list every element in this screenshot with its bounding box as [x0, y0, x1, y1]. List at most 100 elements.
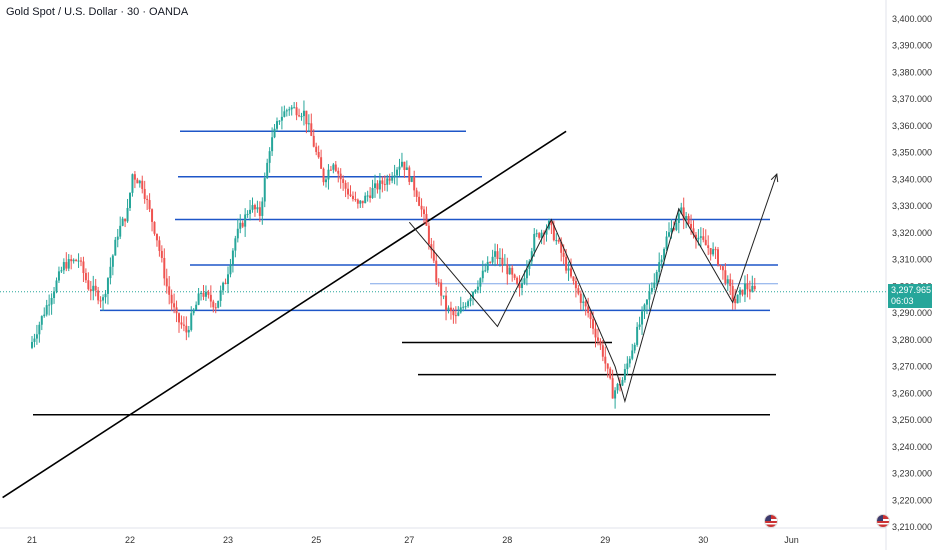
candle-body [503, 264, 506, 266]
candle-body [432, 250, 435, 261]
candle-body [342, 179, 345, 183]
candle-body [209, 294, 212, 302]
candle-body [190, 313, 193, 330]
candle-body [545, 228, 548, 235]
candle-body [214, 307, 217, 309]
candle-body [694, 234, 697, 240]
candle-body [442, 295, 445, 297]
candle-body [256, 207, 259, 210]
last-price-badge[interactable]: 3,297.965 06:03 [888, 284, 932, 308]
candle-body [665, 236, 668, 249]
candle-body [302, 110, 305, 117]
candle-body [631, 350, 634, 359]
candle-body [474, 289, 477, 293]
y-tick-label: 3,360.000 [892, 121, 932, 131]
candle-body [729, 279, 732, 287]
candle-body [361, 200, 364, 204]
x-tick-label: 23 [223, 535, 233, 545]
candle-body [685, 216, 688, 220]
candle-body [496, 251, 499, 259]
candle-body [148, 200, 151, 210]
candle-body [106, 278, 109, 294]
candle-body [521, 283, 523, 289]
candle-body [587, 306, 590, 314]
candle-body [476, 286, 479, 290]
candle-body [349, 194, 352, 196]
candle-body [138, 180, 141, 184]
candle-body [268, 151, 271, 163]
candle-body [692, 228, 695, 235]
candle-body [494, 251, 497, 257]
candle-body [332, 164, 335, 170]
candle-body [633, 344, 636, 351]
candle-body [280, 116, 283, 121]
y-tick-label: 3,270.000 [892, 362, 932, 372]
candle-body [290, 107, 293, 110]
candle-body [660, 259, 663, 263]
candle-body [344, 182, 347, 189]
candle-body [506, 264, 509, 275]
candle-body [604, 356, 607, 364]
y-tick-label: 3,330.000 [892, 201, 932, 211]
candle-body [557, 240, 560, 242]
candle-body [489, 261, 492, 263]
candle-body [457, 312, 460, 316]
candle-body [126, 207, 129, 222]
candle-body [721, 266, 724, 271]
candle-body [501, 257, 504, 265]
candle-body [244, 214, 247, 227]
candle-body [410, 176, 413, 182]
candle-body [658, 262, 661, 272]
candle-body [104, 293, 107, 298]
candle-body [486, 261, 489, 271]
candle-body [670, 227, 673, 233]
candle-body [364, 195, 367, 204]
candle-body [672, 227, 675, 230]
candle-body [712, 249, 715, 255]
candle-body [454, 315, 457, 317]
candle-body [702, 236, 705, 240]
candle-body [227, 274, 229, 284]
candle-body [329, 169, 332, 171]
candle-body [114, 239, 117, 256]
us-flag-icon[interactable] [764, 514, 778, 528]
candle-body [374, 183, 376, 188]
candle-body [312, 135, 315, 147]
candle-body [668, 232, 670, 237]
candle-body [310, 123, 313, 136]
candle-body [38, 324, 41, 335]
y-tick-label: 3,310.000 [892, 255, 932, 265]
candle-body [317, 151, 320, 158]
x-tick-label: 25 [311, 535, 321, 545]
candle-body [204, 291, 207, 297]
candle-body [655, 271, 658, 283]
candle-body [567, 268, 570, 271]
candle-body [131, 174, 134, 193]
candle-body [57, 271, 60, 281]
candle-body [48, 304, 51, 306]
candle-body [699, 236, 702, 238]
candle-body [736, 294, 739, 304]
candle-body [170, 294, 173, 304]
candle-body [753, 285, 756, 290]
candle-body [645, 299, 648, 305]
candle-body [596, 337, 599, 341]
candle-body [579, 293, 582, 303]
candle-body [690, 223, 693, 229]
candle-body [724, 270, 727, 284]
candle-body [283, 111, 286, 117]
candle-body [398, 166, 401, 170]
candle-body [180, 322, 183, 325]
us-flag-icon[interactable] [876, 514, 890, 528]
candle-body [498, 257, 501, 259]
x-tick-label: Jun [784, 535, 799, 545]
candle-body [518, 283, 521, 289]
candle-body [682, 207, 685, 220]
candle-body [648, 292, 651, 300]
candle-body [295, 107, 298, 116]
candle-body [202, 292, 205, 297]
candle-body [62, 262, 65, 271]
y-tick-label: 3,400.000 [892, 14, 932, 24]
